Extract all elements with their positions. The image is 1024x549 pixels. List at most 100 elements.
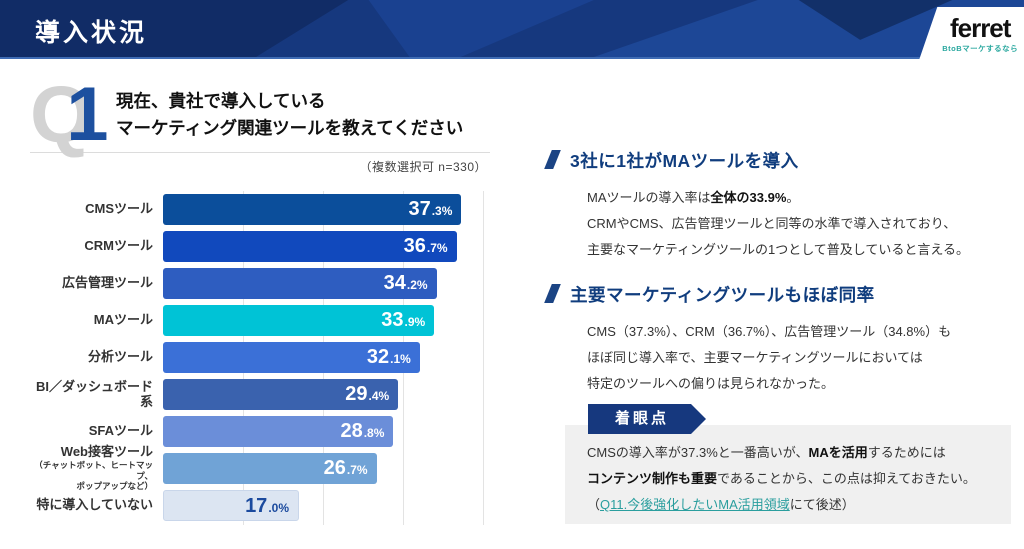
bar-value-fraction: .8% bbox=[363, 426, 385, 440]
ferret-logo: ferret BtoBマーケするなら bbox=[918, 7, 1024, 61]
text-run: ほぼ同じ導入率で、主要マーケティングツールにおいては bbox=[587, 350, 923, 365]
bar-category-label: 広告管理ツール bbox=[61, 275, 153, 291]
bar-value-integer: 29 bbox=[345, 383, 368, 405]
bar-category-label: 特に導入していない bbox=[36, 497, 153, 513]
text-run: MAツールの導入率は bbox=[587, 190, 711, 205]
text-line: コンテンツ制作も重要であることから、この点は抑えておきたい。 bbox=[587, 466, 1001, 492]
bar-value-fraction: .3% bbox=[431, 204, 453, 218]
bar-ma-highlighted: 33.9% bbox=[163, 305, 435, 336]
bar-category-label: SFAツール bbox=[88, 423, 153, 439]
bar-value-fraction: .7% bbox=[426, 241, 448, 255]
question-title-line2: マーケティング関連ツールを教えてください bbox=[116, 118, 464, 138]
bar-value-fraction: .1% bbox=[390, 352, 411, 366]
chart-row: CRMツール 36.7% bbox=[30, 228, 500, 265]
text-run: するためには bbox=[867, 445, 946, 460]
bar-value-fraction: .4% bbox=[368, 389, 390, 403]
slash-icon bbox=[544, 150, 561, 169]
slash-icon bbox=[544, 284, 561, 303]
text-run: にて後述） bbox=[789, 497, 855, 512]
chart-row: 分析ツール 32.1% bbox=[30, 339, 500, 376]
bar-value-integer: 26 bbox=[323, 457, 346, 479]
chart-row: MAツール 33.9% bbox=[30, 302, 500, 339]
bar: 17.0% bbox=[163, 490, 299, 521]
bar: 29.4% bbox=[163, 379, 399, 410]
text-line: 特定のツールへの偏りは見られなかった。 bbox=[587, 371, 1013, 397]
bar-track: 32.1% bbox=[163, 342, 500, 373]
text-line: （Q11.今後強化したいMA活用領域にて後述） bbox=[587, 492, 1001, 518]
text-line: CMS（37.3%）、CRM（36.7%）、広告管理ツール（34.8%）も bbox=[587, 319, 1013, 345]
bar-value-fraction: .7% bbox=[346, 463, 368, 477]
text-run: であることから、この点は抑えておきたい。 bbox=[717, 471, 976, 486]
text-run: 。 bbox=[786, 190, 800, 205]
insights-column: 3社に1社がMAツールを導入 MAツールの導入率は全体の33.9%。 CRMやCM… bbox=[544, 148, 1013, 538]
focus-point-badge: 着眼点 bbox=[588, 404, 706, 434]
header-banner: 導入状況 bbox=[0, 0, 1024, 59]
bar-category-sublabel: （チャットボット、ヒートマップ、 ポップアップなど） bbox=[34, 460, 153, 492]
bar: 28.8% bbox=[163, 416, 394, 447]
bar-track: 26.7% bbox=[163, 453, 500, 484]
bar-value-integer: 28 bbox=[340, 420, 363, 442]
ferret-logo-tagline: BtoBマーケするなら bbox=[942, 44, 1019, 53]
text-run: CRMやCMS、広告管理ツールと同等の水準で導入されており、 bbox=[587, 216, 957, 231]
chart-row: CMSツール 37.3% bbox=[30, 191, 500, 228]
bold-text: コンテンツ制作も重要 bbox=[587, 471, 718, 486]
text-run: 特定のツールへの偏りは見られなかった。 bbox=[587, 376, 835, 391]
chart-row: 特に導入していない 17.0% bbox=[30, 487, 500, 524]
bar-value-integer: 33 bbox=[381, 309, 404, 331]
bar-track: 36.7% bbox=[163, 231, 500, 262]
insight-section-1: 3社に1社がMAツールを導入 MAツールの導入率は全体の33.9%。 CRMやCM… bbox=[544, 148, 1013, 263]
question-number-mark: Q 1 bbox=[30, 72, 109, 157]
bar-category-label: MAツール bbox=[93, 312, 153, 328]
focus-point-box: CMSの導入率が37.3%と一番高いが、MAを活用するためには コンテンツ制作も重… bbox=[565, 425, 1011, 524]
bar: 37.3% bbox=[163, 194, 462, 225]
text-line: ほぼ同じ導入率で、主要マーケティングツールにおいては bbox=[587, 345, 1013, 371]
insight-heading: 3社に1社がMAツールを導入 bbox=[570, 151, 799, 171]
bar-value-integer: 32 bbox=[366, 346, 390, 368]
bar-track: 17.0% bbox=[163, 490, 500, 521]
insight-body: CMS（37.3%）、CRM（36.7%）、広告管理ツール（34.8%）も ほぼ同… bbox=[587, 319, 1013, 397]
bar: 26.7% bbox=[163, 453, 377, 484]
insight-body: MAツールの導入率は全体の33.9%。 CRMやCMS、広告管理ツールと同等の水準… bbox=[587, 185, 1013, 263]
divider bbox=[30, 152, 490, 153]
q-number: 1 bbox=[66, 72, 109, 157]
sample-size-note: （複数選択可 n=330） bbox=[359, 160, 487, 174]
bar-value-fraction: .9% bbox=[404, 315, 426, 329]
bar: 34.2% bbox=[163, 268, 437, 299]
text-line: CMSの導入率が37.3%と一番高いが、MAを活用するためには bbox=[587, 440, 1001, 466]
bar: 32.1% bbox=[163, 342, 420, 373]
bar-track: 34.2% bbox=[163, 268, 500, 299]
bar-track: 37.3% bbox=[163, 194, 500, 225]
text-run: CMSの導入率が37.3%と一番高いが、 bbox=[587, 445, 809, 460]
text-run: CMS（37.3%）、CRM（36.7%）、広告管理ツール（34.8%）も bbox=[587, 324, 952, 339]
insight-heading: 主要マーケティングツールもほぼ同率 bbox=[570, 285, 875, 305]
bar-value-fraction: .2% bbox=[406, 278, 428, 292]
page-title: 導入状況 bbox=[35, 19, 148, 47]
text-line: CRMやCMS、広告管理ツールと同等の水準で導入されており、 bbox=[587, 211, 1013, 237]
chart-row: 広告管理ツール 34.2% bbox=[30, 265, 500, 302]
chart-row: BI／ダッシュボード系 29.4% bbox=[30, 376, 500, 413]
bar-track: 33.9% bbox=[163, 305, 500, 336]
bar-value-integer: 36 bbox=[403, 235, 426, 257]
bar-track: 28.8% bbox=[163, 416, 500, 447]
question-title: 現在、貴社で導入している マーケティング関連ツールを教えてください bbox=[116, 88, 463, 142]
chart-row: SFAツール 28.8% bbox=[30, 413, 500, 450]
text-run: （ bbox=[587, 497, 601, 512]
bar-value-integer: 34 bbox=[383, 272, 406, 294]
bar-category-label: BI／ダッシュボード系 bbox=[35, 378, 153, 409]
bar-category-label: CMSツール bbox=[85, 201, 153, 217]
bold-text: MAを活用 bbox=[808, 445, 868, 460]
bold-text: 全体の33.9% bbox=[710, 190, 787, 205]
bar: 36.7% bbox=[163, 231, 457, 262]
ma-usage-area-link[interactable]: Q11.今後強化したいMA活用領域 bbox=[600, 497, 790, 512]
insight-section-2: 主要マーケティングツールもほぼ同率 CMS（37.3%）、CRM（36.7%）、… bbox=[544, 282, 1013, 397]
ferret-logo-text: ferret bbox=[949, 13, 1011, 43]
bar-track: 29.4% bbox=[163, 379, 500, 410]
bar-value-integer: 37 bbox=[408, 198, 431, 220]
bar-category-label: CRMツール bbox=[84, 238, 153, 254]
bar-value-fraction: .0% bbox=[268, 501, 289, 515]
text-line: MAツールの導入率は全体の33.9%。 bbox=[587, 185, 1013, 211]
bar-category-label: Web接客ツール （チャットボット、ヒートマップ、 ポップアップなど） bbox=[30, 444, 163, 492]
text-line: 主要なマーケティングツールの1つとして普及していると言える。 bbox=[587, 237, 1013, 263]
chart-row: Web接客ツール （チャットボット、ヒートマップ、 ポップアップなど） 26.7% bbox=[30, 444, 500, 491]
bar-value-integer: 17 bbox=[245, 495, 268, 517]
